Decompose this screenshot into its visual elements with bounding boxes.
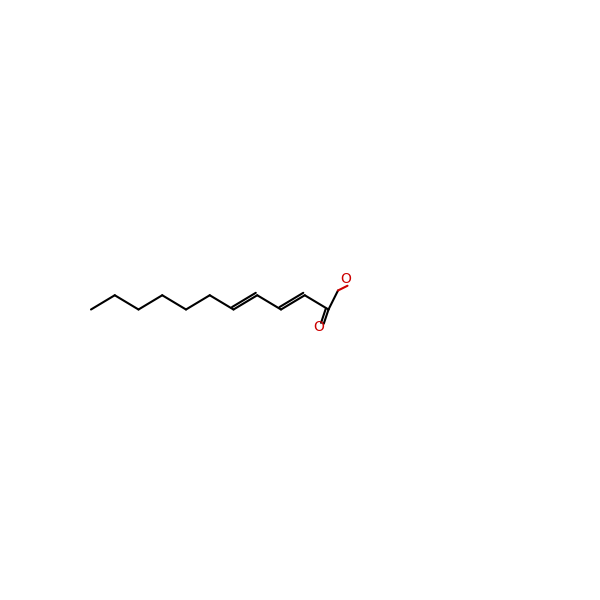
Text: O: O <box>314 320 325 334</box>
Text: O: O <box>340 272 351 286</box>
